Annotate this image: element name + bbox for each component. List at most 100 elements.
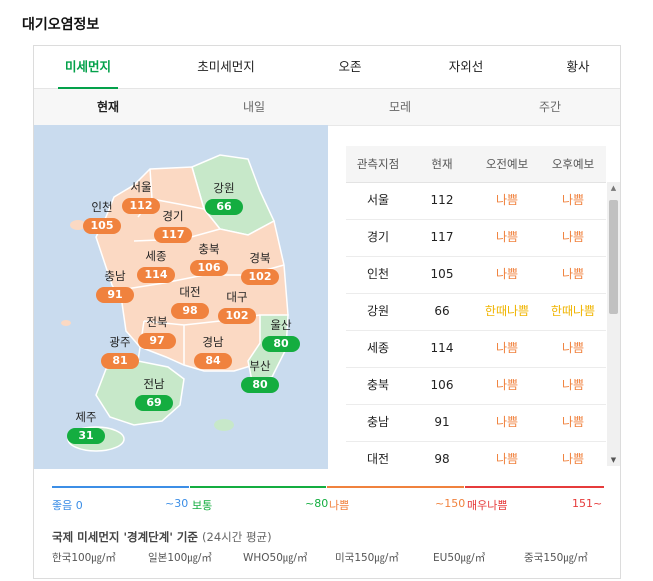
standards-subtitle: (24시간 평균) [202,530,272,544]
standard-japan: 일본100㎍/㎥ [148,552,212,564]
cell-station: 충북 [366,378,390,392]
tab-yellow-dust[interactable]: 황사 [566,59,590,74]
region-value-badge: 102 [218,308,256,324]
map-region-chungbuk[interactable]: 충북 106 [190,242,228,276]
table-body[interactable]: 서울 112 나쁨 나쁨 경기 117 나쁨 나쁨 인천 105 나쁨 나쁨 강원 66 한때나쁨 한때나쁨 세… [346,182,606,468]
region-name: 전북 [146,315,168,329]
legend-normal-label: 보통 [192,499,213,512]
cell-pm-forecast: 나쁨 [561,378,585,392]
cell-current: 91 [434,415,450,429]
map-region-jeonbuk[interactable]: 전북 97 [138,315,176,349]
tab-pm25[interactable]: 초미세먼지 [197,59,255,74]
map-region-ulsan[interactable]: 울산 80 [262,318,300,352]
cell-current: 117 [430,230,454,244]
region-name: 광주 [109,335,131,349]
map-region-gyeonggi[interactable]: 경기 117 [154,209,192,243]
tab-day-after[interactable]: 모레 [388,100,412,114]
map-region-seoul[interactable]: 서울 112 [122,180,160,214]
map-region-gwangju[interactable]: 광주 81 [101,335,139,369]
header-pm-forecast: 오후예보 [551,157,595,171]
region-value-badge: 105 [83,218,121,234]
cell-pm-forecast: 나쁨 [561,193,585,207]
cell-am-forecast: 나쁨 [495,193,519,207]
map-region-jeonnam[interactable]: 전남 69 [135,377,173,411]
region-value-badge: 112 [122,198,160,214]
legend-good-label: 좋음 0 [52,499,83,512]
tab-now[interactable]: 현재 [96,100,120,114]
map-region-incheon[interactable]: 인천 105 [83,200,121,234]
scrollbar-thumb[interactable] [609,200,618,314]
table-scrollbar[interactable]: ▲ ▼ [607,182,620,466]
table-row: 충북 106 나쁨 나쁨 [346,367,606,405]
region-name: 대구 [226,290,248,304]
standard-korea: 한국100㎍/㎥ [52,552,116,564]
region-name: 인천 [91,200,113,214]
cell-station: 세종 [366,341,390,355]
korea-map: 서울 112 강원 66 인천 105 경기 117 세종 114 충북 106… [34,125,328,469]
map-region-busan[interactable]: 부산 80 [241,359,279,393]
map-region-gyeongbuk[interactable]: 경북 102 [241,251,279,285]
scroll-up-arrow-icon[interactable]: ▲ [610,184,617,192]
map-region-gyeongnam[interactable]: 경남 84 [194,335,232,369]
cell-pm-forecast: 한때나쁨 [550,304,596,318]
header-current: 현재 [431,157,453,171]
map-island-b [214,419,234,431]
cell-pm-forecast: 나쁨 [561,452,585,466]
cell-am-forecast: 나쁨 [495,415,519,429]
region-value-badge: 117 [154,227,192,243]
pollutant-tabs: 미세먼지 초미세먼지 오존 자외선 황사 [34,46,620,89]
cell-station: 인천 [366,267,390,281]
header-station: 관측지점 [356,157,400,171]
standard-eu: EU50㎍/㎥ [433,552,486,564]
cell-am-forecast: 나쁨 [495,452,519,466]
region-value-badge: 114 [137,267,175,283]
tab-tomorrow[interactable]: 내일 [242,100,266,114]
table-row: 서울 112 나쁨 나쁨 [346,182,606,220]
legend-bar-normal [190,486,326,488]
region-name: 서울 [130,180,152,194]
cell-am-forecast: 나쁨 [495,267,519,281]
cell-am-forecast: 한때나쁨 [484,304,530,318]
map-region-jeju[interactable]: 제주 31 [67,410,105,444]
header-am-forecast: 오전예보 [485,157,529,171]
cell-current: 114 [430,341,454,355]
map-region-daejeon[interactable]: 대전 98 [171,285,209,319]
legend-bar-very-bad [465,486,604,488]
tab-pm10[interactable]: 미세먼지 [58,46,118,89]
region-value-badge: 106 [190,260,228,276]
tab-uv[interactable]: 자외선 [448,59,484,74]
region-value-badge: 91 [96,287,134,303]
map-region-sejong[interactable]: 세종 114 [137,249,175,283]
map-region-gangwon[interactable]: 강원 66 [205,181,243,215]
cell-station: 대전 [366,452,390,466]
cell-station: 강원 [366,304,390,318]
cell-pm-forecast: 나쁨 [561,341,585,355]
legend-bar-bad [327,486,464,488]
page-title: 대기오염정보 [22,17,100,33]
region-value-badge: 81 [101,353,139,369]
region-value-badge: 69 [135,395,173,411]
region-value-badge: 84 [194,353,232,369]
region-value-badge: 98 [171,303,209,319]
station-table: 관측지점 현재 오전예보 오후예보 서울 112 나쁨 나쁨 경기 117 나쁨 나쁨 인천 10… [346,146,622,468]
region-value-badge: 97 [138,333,176,349]
tab-weekly[interactable]: 주간 [538,100,562,114]
cell-am-forecast: 나쁨 [495,341,519,355]
region-value-badge: 80 [262,336,300,352]
cell-station: 경기 [366,230,390,244]
air-quality-panel: 미세먼지 초미세먼지 오존 자외선 황사 현재 내일 모레 주간 [33,45,621,579]
map-island-a [70,220,86,230]
tab-ozone[interactable]: 오존 [338,59,362,74]
map-region-chungnam[interactable]: 충남 91 [96,269,134,303]
region-value-badge: 102 [241,269,279,285]
pm-level-legend: 좋음 0 ~30 보통 ~80 나쁨 ~150 매우나쁨 151~ [52,486,604,516]
region-name: 충남 [104,269,126,283]
table-row: 충남 91 나쁨 나쁨 [346,404,606,442]
region-name: 강원 [213,181,235,195]
map-island-c [61,320,71,326]
scroll-down-arrow-icon[interactable]: ▼ [610,456,617,464]
region-name: 경기 [162,209,184,223]
map-region-daegu[interactable]: 대구 102 [218,290,256,324]
cell-current: 98 [434,452,450,466]
table-row: 인천 105 나쁨 나쁨 [346,256,606,294]
